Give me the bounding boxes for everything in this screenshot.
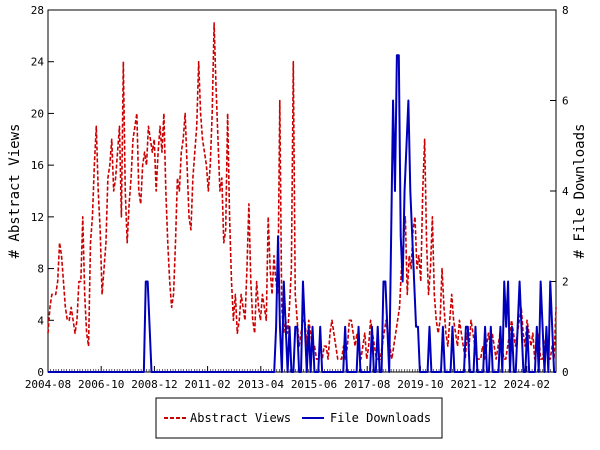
legend-label-file-downloads: File Downloads — [330, 411, 431, 425]
y-left-tick-label: 16 — [31, 159, 44, 172]
x-tick-label: 2021-12 — [450, 378, 496, 391]
y-axis-right-title: # File Downloads — [572, 124, 588, 259]
x-tick-label: 2006-10 — [78, 378, 124, 391]
y-left-tick-label: 8 — [37, 263, 44, 276]
y-axis-left: 0 4 8 12 16 20 24 28 — [31, 4, 54, 379]
x-axis: 2004-08 2006-10 2008-12 2011-02 2013-04 2015-… — [25, 366, 554, 391]
legend: Abstract Views File Downloads — [155, 397, 443, 439]
y-left-tick-label: 20 — [31, 107, 44, 120]
y-right-tick-label: 4 — [562, 185, 569, 198]
y-left-tick-label: 24 — [31, 56, 45, 69]
y-right-tick-label: 8 — [562, 4, 569, 17]
y-axis-left-title: # Abstract Views — [7, 124, 23, 259]
y-right-tick-label: 0 — [562, 366, 569, 379]
x-tick-label: 2008-12 — [131, 378, 177, 391]
legend-box — [155, 397, 443, 439]
y-left-tick-label: 4 — [37, 314, 44, 327]
y-axis-right: 0 2 4 6 8 — [550, 4, 569, 379]
x-tick-label: 2019-10 — [397, 378, 443, 391]
y-left-tick-label: 12 — [31, 211, 44, 224]
y-left-tick-label: 28 — [31, 4, 44, 17]
y-right-tick-label: 2 — [562, 276, 569, 289]
x-tick-label: 2004-08 — [25, 378, 71, 391]
x-tick-label: 2015-06 — [291, 378, 337, 391]
x-tick-label: 2011-02 — [184, 378, 230, 391]
series-layer — [47, 22, 557, 373]
x-tick-label: 2017-08 — [344, 378, 390, 391]
series-line-file-downloads — [48, 54, 556, 373]
y-right-tick-label: 6 — [562, 95, 569, 108]
x-tick-label: 2013-04 — [238, 378, 285, 391]
y-left-tick-label: 0 — [37, 366, 44, 379]
x-tick-label: 2024-02 — [504, 378, 550, 391]
legend-label-abstract-views: Abstract Views — [190, 411, 291, 425]
